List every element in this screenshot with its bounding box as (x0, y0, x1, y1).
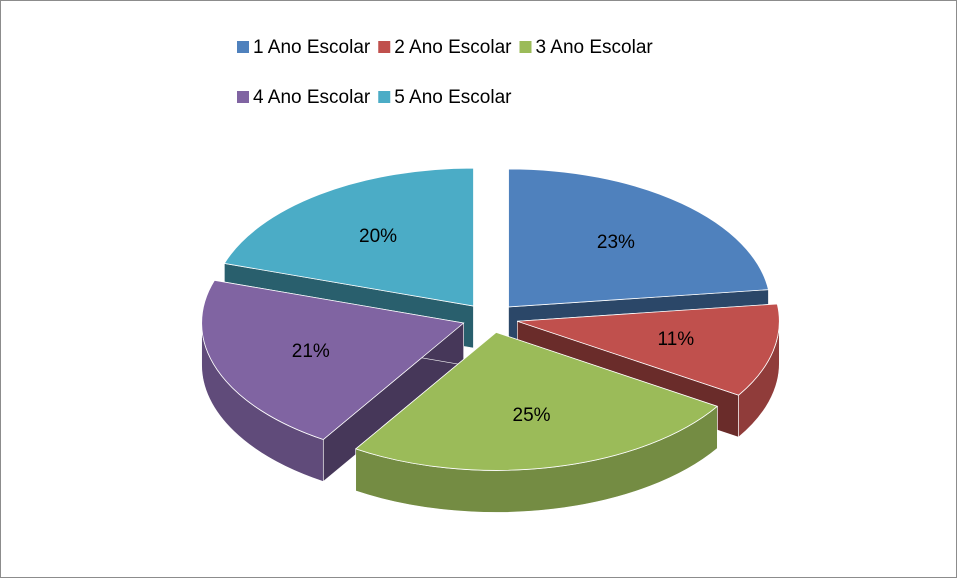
legend-label: 4 Ano Escolar (253, 87, 371, 108)
pie-slice (223, 167, 474, 307)
legend-label: 2 Ano Escolar (394, 37, 512, 58)
slice-label: 20% (359, 226, 397, 247)
slice-label: 23% (597, 232, 635, 253)
legend-swatch (519, 41, 532, 53)
slice-label: 25% (513, 405, 551, 426)
legend-swatch (378, 91, 391, 103)
slice-label: 11% (658, 329, 695, 350)
legend-label: 5 Ano Escolar (394, 87, 512, 108)
legend-swatch (237, 91, 249, 103)
slice (201, 279, 465, 483)
pie-slice (508, 168, 769, 308)
legend-label: 1 Ano Escolar (253, 37, 371, 58)
pie-slice (354, 331, 719, 471)
slice-label: 21% (292, 341, 330, 362)
slice (354, 331, 719, 513)
pie-slice (517, 303, 780, 396)
pie-slice (201, 279, 465, 440)
legend-swatch (378, 41, 391, 53)
legend-swatch (237, 41, 249, 53)
legend-label: 3 Ano Escolar (536, 37, 654, 58)
